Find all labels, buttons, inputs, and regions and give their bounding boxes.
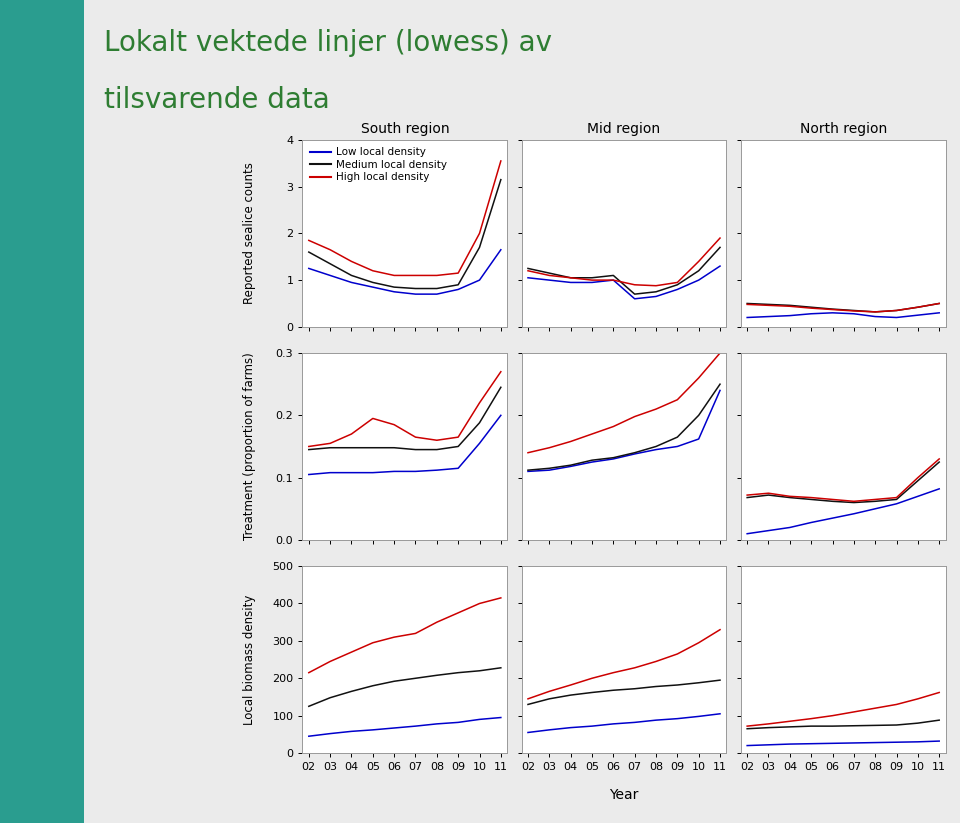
Text: Local biomass density: Local biomass density [243, 594, 256, 725]
Title: South region: South region [361, 122, 449, 136]
Text: tilsvarende data: tilsvarende data [104, 86, 329, 114]
Title: North region: North region [800, 122, 887, 136]
Text: Reported sealice counts: Reported sealice counts [243, 162, 256, 305]
Title: Mid region: Mid region [588, 122, 660, 136]
Legend: Low local density, Medium local density, High local density: Low local density, Medium local density,… [307, 145, 449, 184]
Text: Treatment (proportion of farms): Treatment (proportion of farms) [243, 352, 256, 541]
Text: Year: Year [610, 788, 638, 802]
Text: Lokalt vektede linjer (lowess) av: Lokalt vektede linjer (lowess) av [104, 29, 552, 57]
